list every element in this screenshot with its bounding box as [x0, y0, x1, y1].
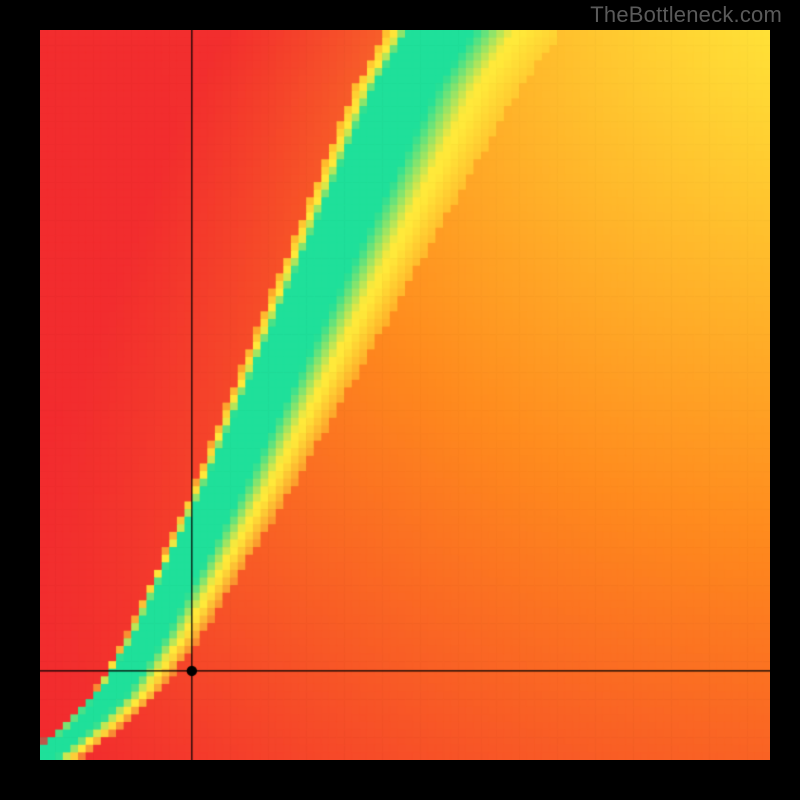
watermark-text: TheBottleneck.com [590, 2, 782, 28]
bottleneck-heatmap [40, 30, 770, 760]
heatmap-canvas [40, 30, 770, 760]
